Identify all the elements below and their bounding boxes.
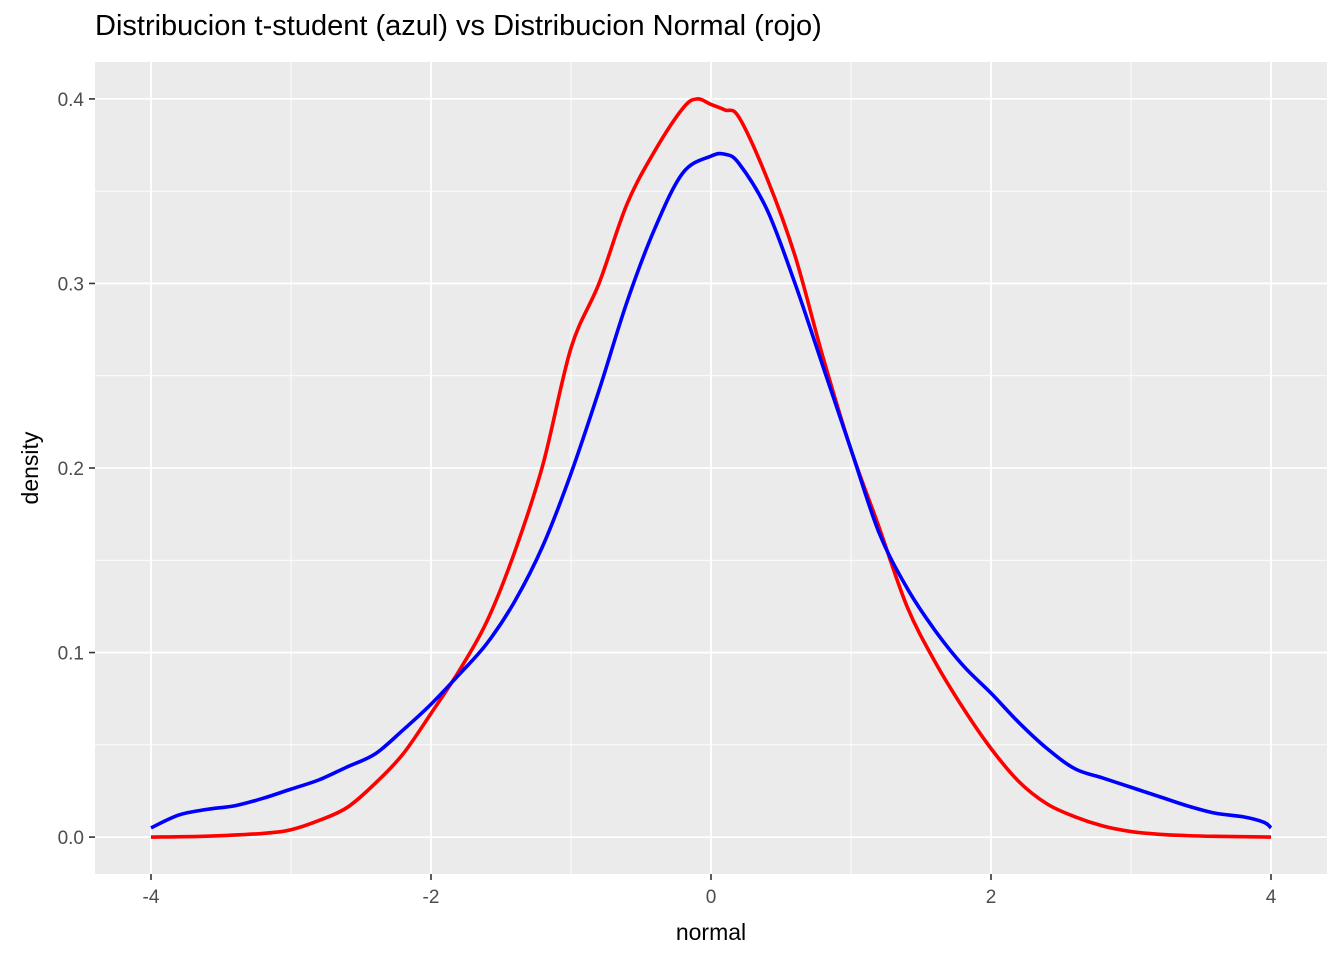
major-gridlines (95, 62, 1327, 874)
series-layer (150, 97, 1273, 839)
x-axis-title: normal (676, 919, 746, 945)
y-tick-label: 0.4 (58, 90, 85, 111)
x-tick-label: 2 (986, 887, 997, 908)
y-tick-label: 0.1 (58, 644, 84, 665)
y-axis: 0.0 0.1 0.2 0.3 0.4 (58, 90, 95, 849)
x-tick-label: -4 (143, 887, 160, 908)
y-tick-label: 0.3 (58, 274, 84, 295)
x-tick-label: -2 (423, 887, 440, 908)
y-axis-title: density (17, 431, 43, 504)
x-tick-label: 0 (706, 887, 717, 908)
y-tick-label: 0.0 (58, 828, 84, 849)
t-student-density-line (150, 151, 1273, 830)
chart-title: Distribucion t-student (azul) vs Distrib… (95, 10, 822, 42)
normal-density-line (150, 97, 1272, 839)
x-tick-label: 4 (1266, 887, 1277, 908)
x-axis: -4 -2 0 2 4 (143, 874, 1277, 908)
y-tick-label: 0.2 (58, 459, 84, 480)
